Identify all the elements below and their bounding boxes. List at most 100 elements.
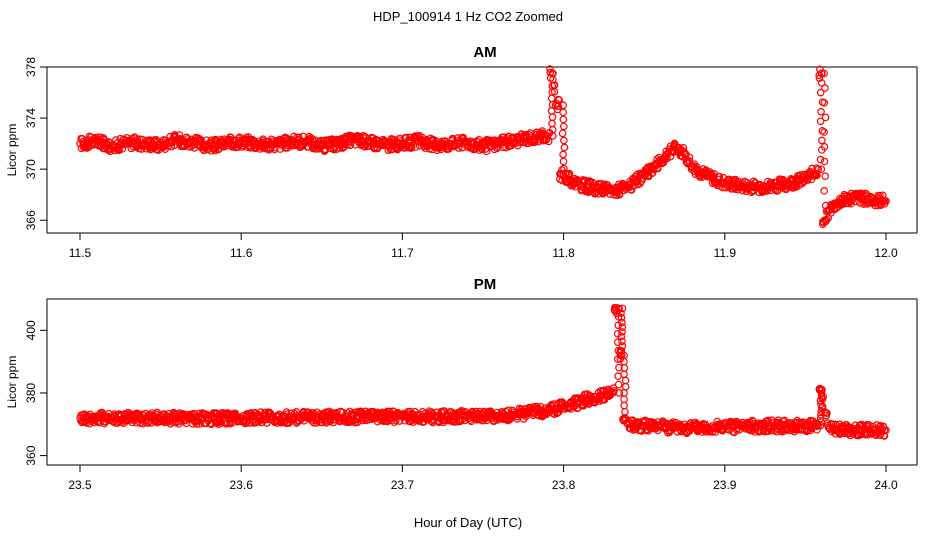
data-point — [548, 113, 557, 121]
x-tick-label: 12.0 — [874, 246, 898, 260]
data-point — [818, 395, 827, 403]
data-point — [614, 372, 622, 380]
panel-am-yticks: 366 370 374 378 — [24, 57, 47, 230]
data-point — [820, 157, 829, 166]
data-point — [618, 304, 627, 313]
data-point — [620, 395, 628, 404]
data-point — [559, 150, 567, 159]
data-point — [749, 177, 758, 186]
data-point — [356, 133, 364, 141]
data-point — [564, 170, 573, 179]
data-point — [820, 98, 829, 107]
data-point — [615, 389, 624, 397]
data-point — [525, 131, 534, 139]
figure-xlabel: Hour of Day (UTC) — [413, 515, 523, 530]
data-point — [653, 164, 662, 173]
data-point — [618, 323, 627, 331]
data-point — [618, 337, 626, 346]
data-point — [560, 143, 569, 152]
x-tick-label: 24.0 — [874, 478, 898, 492]
data-point — [548, 119, 556, 128]
y-tick-label: 400 — [24, 320, 38, 340]
panel-am-xticks: 11.5 11.6 11.7 11.8 11.9 12.0 — [69, 232, 898, 260]
data-point — [406, 133, 414, 142]
data-point — [814, 165, 823, 173]
data-point — [559, 157, 568, 166]
data-point — [560, 122, 568, 131]
data-point — [407, 142, 416, 151]
data-point — [614, 380, 623, 389]
data-point — [821, 113, 830, 122]
panel-pm-xticks: 23.5 23.6 23.7 23.8 23.9 24.0 — [68, 464, 898, 492]
data-point — [613, 338, 622, 347]
data-point — [478, 145, 486, 154]
data-point — [693, 163, 701, 171]
data-point — [559, 115, 568, 124]
data-point — [321, 146, 329, 155]
data-point — [621, 382, 630, 391]
x-tick-label: 23.9 — [713, 478, 737, 492]
data-point — [621, 407, 629, 416]
panel-pm-yticks: 360 380 400 — [24, 320, 47, 466]
data-point — [559, 101, 567, 110]
y-tick-label: 378 — [24, 57, 38, 77]
data-point — [648, 169, 656, 178]
data-point — [617, 332, 626, 341]
data-point — [617, 309, 625, 317]
data-point — [536, 403, 545, 411]
data-point — [882, 426, 890, 435]
panel-am-title: AM — [473, 44, 496, 61]
y-tick-label: 366 — [24, 210, 38, 230]
data-point — [615, 363, 623, 372]
x-tick-label: 23.7 — [391, 478, 415, 492]
data-point — [550, 81, 559, 89]
data-point — [454, 144, 463, 152]
data-point — [816, 88, 825, 97]
x-tick-label: 23.6 — [230, 478, 254, 492]
data-point — [620, 370, 628, 378]
x-tick-label: 11.6 — [230, 246, 253, 260]
data-point — [816, 155, 825, 164]
data-point — [617, 351, 626, 360]
x-tick-label: 11.9 — [714, 246, 737, 260]
figure-title: HDP_100914 1 Hz CO2 Zoomed — [372, 9, 564, 24]
data-point — [548, 69, 557, 78]
x-tick-label: 11.7 — [391, 246, 414, 260]
data-point — [685, 153, 694, 162]
panel-pm-ylabel: Licor ppm — [5, 356, 19, 409]
data-point — [816, 65, 824, 74]
x-tick-label: 23.5 — [68, 478, 92, 492]
data-point — [621, 376, 630, 385]
x-tick-label: 23.8 — [552, 478, 576, 492]
data-point — [547, 94, 556, 103]
data-point — [618, 342, 627, 350]
data-point — [820, 128, 829, 136]
data-point — [831, 429, 840, 438]
data-point — [705, 168, 714, 176]
data-point — [816, 421, 825, 430]
data-point — [295, 133, 303, 142]
panel-pm-frame — [46, 298, 918, 466]
data-point — [823, 409, 831, 418]
data-point — [817, 386, 826, 394]
y-tick-label: 360 — [24, 445, 38, 465]
data-point — [633, 177, 642, 186]
y-tick-label: 370 — [24, 159, 38, 179]
data-point — [609, 384, 618, 392]
data-point — [818, 136, 826, 145]
data-point — [558, 129, 567, 138]
panel-pm-points — [76, 303, 890, 440]
y-tick-label: 374 — [24, 108, 38, 128]
panel-pm-title: PM — [474, 276, 497, 293]
panel-am-points — [76, 65, 890, 228]
data-point — [618, 328, 626, 336]
data-point — [641, 172, 649, 180]
x-tick-label: 11.8 — [552, 246, 575, 260]
data-point — [617, 313, 626, 322]
data-point — [620, 401, 628, 410]
data-point — [535, 411, 543, 420]
